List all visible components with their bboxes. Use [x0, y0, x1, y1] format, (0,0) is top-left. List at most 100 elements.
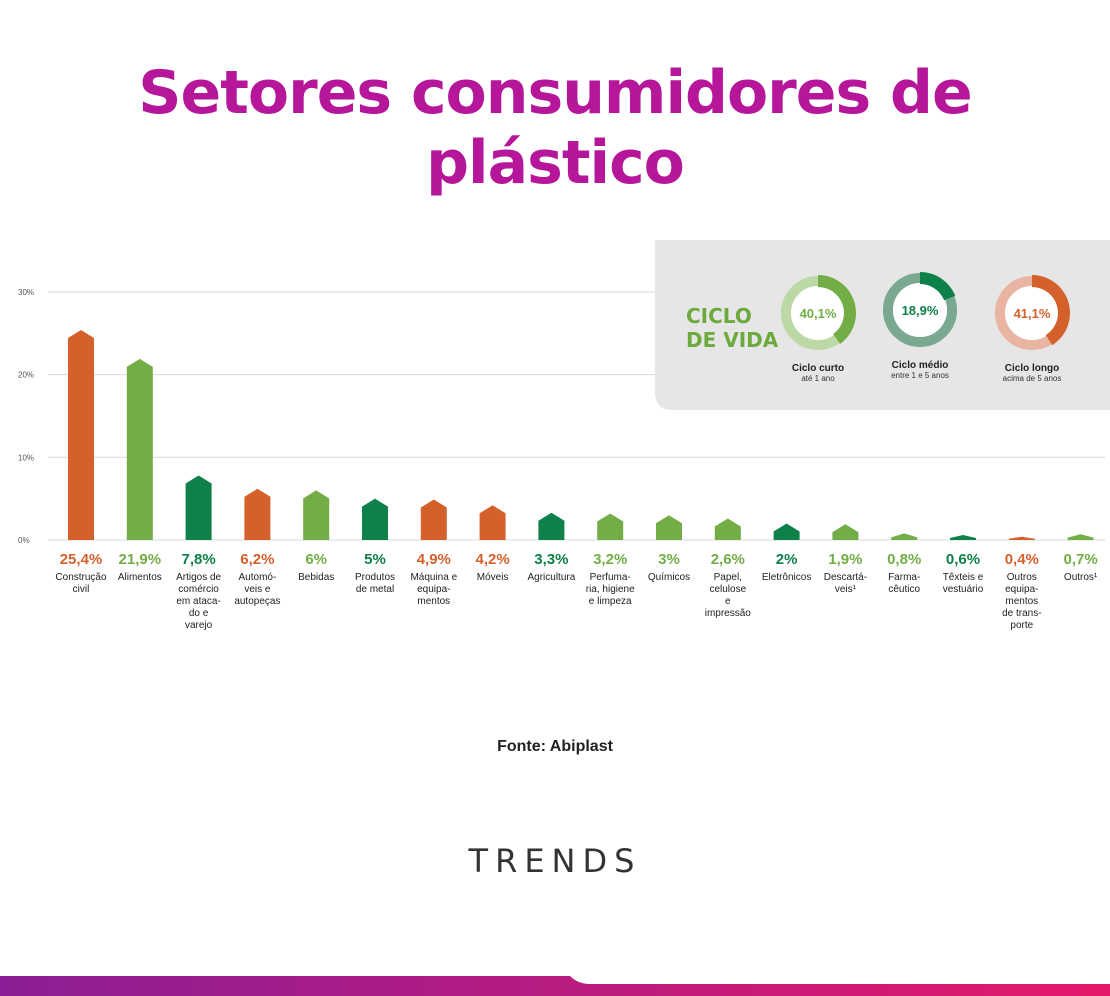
category-label: cêutico [888, 584, 920, 595]
category-label: equipa- [1005, 584, 1038, 595]
value-label: 7,8% [181, 551, 215, 568]
value-label: 2,6% [711, 551, 745, 568]
cycle-name: Ciclo curto [792, 363, 844, 374]
bar [656, 515, 682, 540]
cycle-range: entre 1 e 5 anos [891, 371, 949, 380]
bar [597, 513, 624, 540]
bar [362, 498, 388, 540]
cycle-name: Ciclo longo [1005, 363, 1059, 374]
category-label: do e [189, 608, 209, 619]
category-label: Agricultura [527, 572, 575, 583]
bar [479, 505, 506, 540]
category-label: ria, higiene [586, 584, 635, 595]
category-label: Máquina e [410, 572, 457, 583]
bar [714, 518, 741, 540]
ring-percent-label: 18,9% [902, 303, 939, 318]
category-label: porte [1010, 620, 1033, 631]
bar [950, 535, 976, 540]
category-label: de metal [356, 584, 394, 595]
bar [538, 512, 565, 540]
value-label: 6,2% [240, 551, 274, 568]
category-label: Eletrônicos [762, 572, 811, 583]
ring-segment [1032, 275, 1070, 346]
category-label: Automó- [239, 572, 277, 583]
bar [1008, 536, 1035, 540]
bar [68, 329, 94, 540]
ring-percent-label: 41,1% [1014, 306, 1051, 321]
value-label: 1,9% [828, 551, 862, 568]
cycle-name: Ciclo médio [892, 360, 949, 371]
bar-chart: 0% 10% 20% 30% 25,4% 21,9% 7,8% 6,2% 6% 5% 4,9% 4,… [18, 240, 1110, 631]
category-label: veis e [244, 584, 271, 595]
category-label: mentos [1005, 596, 1038, 607]
life-cycle-title: DE VIDA [686, 328, 779, 352]
bar [303, 490, 330, 540]
bar [773, 523, 800, 540]
value-label: 0,4% [1005, 551, 1039, 568]
category-label: Produtos [355, 572, 395, 583]
category-label: civil [73, 584, 90, 595]
ring-segment [818, 275, 857, 344]
value-label: 3% [658, 551, 680, 568]
value-label: 3,3% [534, 551, 568, 568]
y-tick-label: 20% [18, 371, 34, 380]
category-label: autopeças [234, 596, 280, 607]
category-label: Químicos [648, 572, 690, 583]
bar [244, 488, 271, 540]
category-label: de trans- [1002, 608, 1041, 619]
category-label: Alimentos [118, 572, 162, 583]
category-label: varejo [185, 620, 213, 631]
value-labels: 25,4% 21,9% 7,8% 6,2% 6% 5% 4,9% 4,2% 3,3% 3,2% 3%… [60, 551, 1098, 568]
value-label: 25,4% [60, 551, 103, 568]
ring-center [791, 286, 845, 340]
category-label: comércio [178, 584, 219, 595]
value-label: 0,7% [1063, 551, 1097, 568]
category-label: Outros¹ [1064, 572, 1098, 583]
cycle-range: acima de 5 anos [1003, 374, 1062, 383]
category-label: Papel, [714, 572, 742, 583]
life-cycle-title: CICLO [686, 304, 752, 328]
category-label: equipa- [417, 584, 450, 595]
ring-segment [920, 272, 956, 301]
y-tick-label: 10% [18, 453, 34, 462]
panel-background [655, 240, 1110, 410]
bars [68, 329, 1094, 540]
bar [1067, 534, 1094, 540]
ring-center [1005, 286, 1059, 340]
ring-percent-label: 40,1% [800, 306, 837, 321]
bar [185, 475, 212, 540]
bar [420, 499, 447, 540]
category-label: Têxteis e [943, 572, 984, 583]
y-tick-label: 0% [18, 536, 30, 545]
value-label: 4,2% [475, 551, 509, 568]
category-label: em ataca- [176, 596, 220, 607]
category-label: mentos [417, 596, 450, 607]
bar [832, 524, 859, 540]
category-label: Perfuma- [590, 572, 631, 583]
category-label: celulose [709, 584, 746, 595]
category-label: impressão [705, 608, 752, 619]
category-label: Outros [1007, 572, 1037, 583]
brand-logo: TRENDS [468, 842, 642, 880]
cycle-range: até 1 ano [801, 374, 835, 383]
source-note: Fonte: Abiplast [497, 738, 613, 755]
value-label: 6% [305, 551, 327, 568]
value-label: 3,2% [593, 551, 627, 568]
page-title: Setores consumidores de plástico [138, 58, 972, 198]
y-tick-label: 30% [18, 288, 34, 297]
value-label: 4,9% [417, 551, 451, 568]
category-label: e limpeza [589, 596, 632, 607]
category-label: Artigos de [176, 572, 221, 583]
ring-center [893, 283, 947, 337]
value-label: 5% [364, 551, 386, 568]
band-shape [0, 976, 1110, 996]
value-label: 0,6% [946, 551, 980, 568]
category-label: Farma- [888, 572, 920, 583]
value-label: 21,9% [119, 551, 162, 568]
category-label: veis¹ [835, 584, 857, 595]
category-label: vestuário [943, 584, 984, 595]
category-label: Móveis [477, 572, 509, 583]
category-label: Construção [55, 572, 107, 583]
category-label: e [725, 596, 731, 607]
